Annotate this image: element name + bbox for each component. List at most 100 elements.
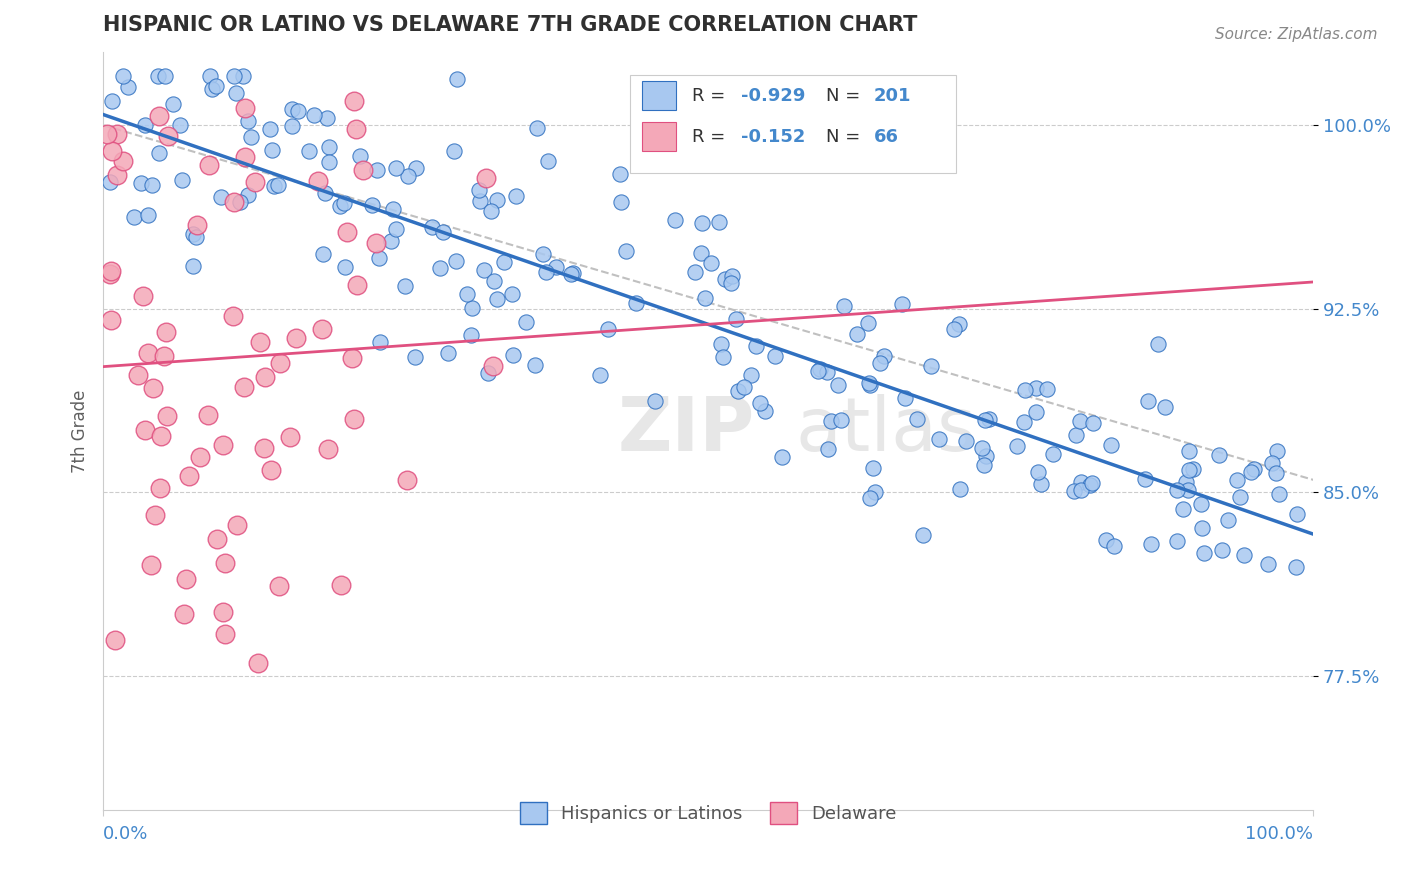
Point bbox=[143, 508, 166, 522]
Point bbox=[101, 145, 124, 159]
Point bbox=[226, 518, 249, 533]
Point bbox=[948, 317, 970, 331]
Point bbox=[1133, 472, 1156, 486]
Point bbox=[560, 267, 582, 281]
Point bbox=[336, 225, 359, 239]
Point bbox=[472, 263, 495, 277]
Point bbox=[1211, 543, 1233, 558]
Text: atlas: atlas bbox=[796, 394, 976, 467]
Point bbox=[468, 183, 491, 197]
Point bbox=[287, 104, 309, 119]
Point bbox=[890, 296, 912, 310]
Point bbox=[136, 208, 159, 222]
Point bbox=[139, 558, 162, 572]
Point bbox=[1260, 456, 1282, 470]
Point bbox=[1140, 537, 1163, 551]
Point bbox=[183, 259, 205, 273]
Point bbox=[395, 474, 418, 488]
Point bbox=[364, 236, 387, 251]
Point bbox=[382, 202, 405, 216]
Point bbox=[281, 102, 304, 116]
Point bbox=[332, 195, 354, 210]
Point bbox=[501, 287, 523, 301]
Point bbox=[259, 122, 281, 136]
Point bbox=[1153, 400, 1175, 414]
Point bbox=[460, 328, 482, 343]
Point bbox=[1099, 438, 1122, 452]
Point bbox=[153, 350, 176, 364]
Point bbox=[186, 219, 208, 233]
Point bbox=[807, 364, 830, 378]
Point bbox=[233, 101, 256, 115]
Point bbox=[1240, 465, 1263, 479]
Point bbox=[98, 175, 121, 189]
Point bbox=[112, 70, 135, 84]
Point bbox=[1025, 405, 1047, 419]
Point bbox=[920, 359, 942, 374]
Point bbox=[149, 429, 172, 443]
Point bbox=[859, 378, 882, 392]
Point bbox=[343, 412, 366, 426]
Point bbox=[281, 119, 304, 133]
Point bbox=[1136, 393, 1159, 408]
Point bbox=[1063, 484, 1085, 499]
Text: -0.929: -0.929 bbox=[741, 87, 806, 104]
Point bbox=[134, 423, 156, 437]
Point bbox=[134, 119, 156, 133]
Text: N =: N = bbox=[825, 87, 866, 104]
Point bbox=[692, 216, 714, 230]
Point bbox=[1042, 447, 1064, 461]
Text: R =: R = bbox=[693, 128, 731, 145]
Point bbox=[720, 276, 742, 290]
Point bbox=[342, 351, 364, 365]
Point bbox=[346, 278, 368, 293]
Point bbox=[869, 356, 891, 370]
Point bbox=[105, 168, 128, 182]
Point bbox=[311, 322, 333, 336]
Point bbox=[100, 94, 122, 108]
Point bbox=[1257, 557, 1279, 571]
Point bbox=[437, 346, 460, 360]
Point bbox=[307, 174, 329, 188]
Point bbox=[100, 313, 122, 327]
Point bbox=[132, 288, 155, 302]
Point bbox=[873, 349, 896, 363]
Point bbox=[456, 286, 478, 301]
Point bbox=[477, 367, 499, 381]
Point bbox=[523, 359, 546, 373]
Point bbox=[122, 210, 145, 224]
Point bbox=[169, 118, 191, 132]
Point bbox=[316, 442, 339, 456]
Point bbox=[1175, 475, 1198, 489]
Point bbox=[156, 409, 179, 423]
Point bbox=[170, 173, 193, 187]
Point bbox=[312, 247, 335, 261]
Point bbox=[385, 221, 408, 235]
Point bbox=[1189, 497, 1212, 511]
Point bbox=[1081, 417, 1104, 431]
Point bbox=[955, 434, 977, 449]
Point bbox=[232, 70, 254, 84]
Point bbox=[173, 607, 195, 622]
Text: ZIP: ZIP bbox=[617, 394, 755, 467]
Point bbox=[485, 193, 508, 207]
Point bbox=[1178, 444, 1201, 458]
Point bbox=[1233, 549, 1256, 563]
Point bbox=[225, 86, 247, 100]
Point bbox=[204, 79, 226, 94]
Point bbox=[609, 167, 631, 181]
Point bbox=[285, 331, 308, 345]
Point bbox=[624, 295, 647, 310]
Point bbox=[614, 244, 637, 258]
Point bbox=[394, 278, 416, 293]
Point bbox=[201, 82, 224, 96]
Point bbox=[278, 430, 301, 444]
Text: Source: ZipAtlas.com: Source: ZipAtlas.com bbox=[1215, 27, 1378, 42]
Point bbox=[859, 491, 882, 506]
Point bbox=[148, 145, 170, 160]
Point bbox=[222, 70, 245, 84]
Point bbox=[149, 481, 172, 495]
Point bbox=[733, 380, 755, 394]
Point bbox=[352, 163, 374, 178]
Point bbox=[832, 299, 855, 313]
